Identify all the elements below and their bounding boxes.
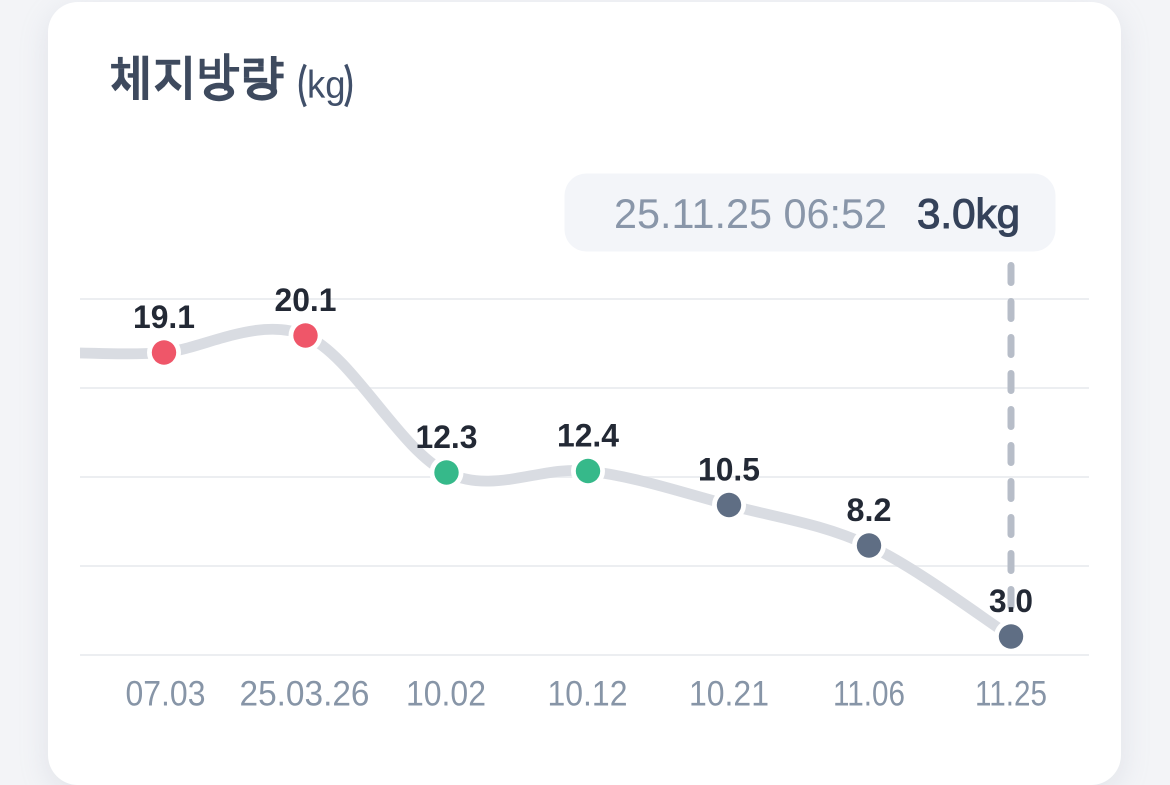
svg-text:25.03.26: 25.03.26 xyxy=(240,675,370,714)
svg-text:10.12: 10.12 xyxy=(548,675,628,714)
svg-text:10.5: 10.5 xyxy=(698,452,760,488)
svg-text:07.03: 07.03 xyxy=(126,675,206,714)
svg-text:12.3: 12.3 xyxy=(416,419,478,455)
svg-text:11.25: 11.25 xyxy=(975,675,1047,714)
svg-text:8.2: 8.2 xyxy=(847,492,892,528)
svg-text:3.0kg: 3.0kg xyxy=(917,190,1020,237)
svg-text:25.11.25 06:52: 25.11.25 06:52 xyxy=(614,190,887,237)
svg-text:10.02: 10.02 xyxy=(406,675,486,714)
svg-text:19.1: 19.1 xyxy=(133,299,195,335)
svg-text:kg: kg xyxy=(307,64,346,107)
svg-text:10.21: 10.21 xyxy=(689,675,769,714)
svg-text:3.0: 3.0 xyxy=(989,583,1033,619)
svg-text:11.06: 11.06 xyxy=(833,675,905,714)
svg-text:20.1: 20.1 xyxy=(275,282,337,318)
svg-text:12.4: 12.4 xyxy=(557,418,619,454)
